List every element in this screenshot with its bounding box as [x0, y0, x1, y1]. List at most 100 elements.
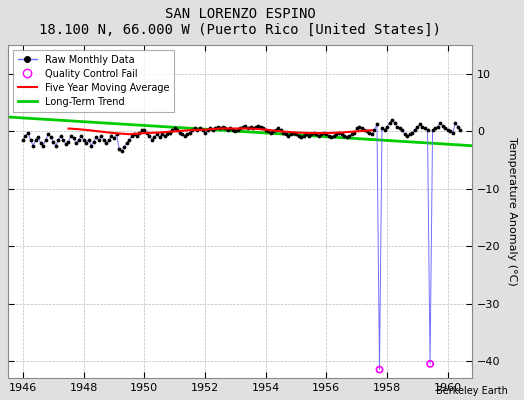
Point: [138, 127, 146, 134]
Point: [26, 137, 35, 143]
Point: [320, 130, 328, 136]
Point: [112, 131, 121, 138]
Point: [125, 137, 133, 143]
Point: [398, 127, 407, 134]
Point: [196, 125, 204, 132]
Point: [277, 127, 285, 134]
Point: [340, 133, 348, 139]
Point: [284, 133, 292, 139]
Point: [441, 125, 450, 132]
Point: [203, 126, 212, 133]
Point: [176, 130, 184, 136]
Point: [216, 125, 224, 132]
Point: [328, 134, 336, 140]
Point: [345, 133, 353, 139]
Point: [47, 134, 55, 140]
Point: [102, 140, 111, 146]
Point: [123, 140, 131, 146]
Text: Berkeley Earth: Berkeley Earth: [436, 386, 508, 396]
Point: [383, 124, 391, 130]
Point: [269, 128, 278, 134]
Point: [363, 128, 371, 134]
Point: [226, 125, 234, 132]
Point: [29, 142, 37, 149]
Point: [454, 124, 462, 130]
Legend: Raw Monthly Data, Quality Control Fail, Five Year Moving Average, Long-Term Tren: Raw Monthly Data, Quality Control Fail, …: [13, 50, 174, 112]
Point: [449, 130, 457, 136]
Point: [72, 140, 80, 146]
Point: [332, 131, 341, 138]
Point: [403, 133, 411, 139]
Point: [82, 140, 90, 146]
Point: [198, 127, 206, 134]
Point: [135, 130, 144, 136]
Point: [330, 133, 338, 139]
Point: [380, 126, 389, 133]
Point: [173, 127, 181, 134]
Point: [97, 133, 105, 139]
Point: [34, 134, 42, 140]
Point: [451, 120, 460, 126]
Title: SAN LORENZO ESPINO
18.100 N, 66.000 W (Puerto Rico [United States]): SAN LORENZO ESPINO 18.100 N, 66.000 W (P…: [39, 7, 441, 37]
Point: [145, 133, 154, 139]
Point: [49, 138, 58, 145]
Point: [249, 125, 257, 132]
Point: [155, 134, 163, 140]
Point: [183, 131, 192, 138]
Point: [181, 133, 189, 139]
Point: [133, 133, 141, 139]
Point: [350, 129, 358, 136]
Point: [201, 129, 209, 136]
Point: [168, 126, 177, 133]
Point: [256, 124, 265, 130]
Point: [84, 137, 93, 143]
Point: [80, 137, 88, 143]
Point: [274, 125, 282, 132]
Point: [37, 140, 45, 146]
Point: [314, 133, 323, 139]
Point: [259, 125, 267, 132]
Point: [74, 137, 83, 143]
Point: [368, 131, 376, 138]
Point: [54, 137, 62, 143]
Point: [166, 129, 174, 136]
Point: [100, 137, 108, 143]
Point: [52, 142, 60, 149]
Point: [246, 124, 255, 130]
Point: [385, 120, 394, 126]
Point: [67, 133, 75, 139]
Point: [188, 127, 196, 134]
Point: [378, 125, 386, 132]
Point: [160, 133, 169, 139]
Point: [87, 142, 95, 149]
Point: [19, 137, 27, 143]
Point: [282, 131, 290, 138]
Point: [178, 131, 187, 138]
Point: [408, 129, 417, 136]
Point: [105, 137, 113, 143]
Point: [279, 130, 288, 136]
Point: [416, 121, 424, 128]
Point: [342, 134, 351, 140]
Point: [388, 117, 396, 123]
Point: [375, 366, 384, 373]
Point: [62, 141, 70, 147]
Point: [357, 125, 366, 132]
Point: [254, 122, 263, 129]
Point: [252, 124, 260, 130]
Point: [95, 137, 103, 143]
Point: [353, 125, 361, 132]
Point: [365, 130, 374, 136]
Point: [436, 120, 444, 126]
Point: [219, 124, 227, 130]
Point: [304, 133, 313, 139]
Point: [163, 131, 171, 138]
Point: [426, 361, 434, 367]
Point: [44, 131, 52, 138]
Point: [244, 125, 252, 132]
Point: [429, 126, 437, 133]
Point: [317, 131, 325, 138]
Point: [57, 133, 65, 139]
Point: [193, 126, 202, 133]
Point: [312, 131, 321, 138]
